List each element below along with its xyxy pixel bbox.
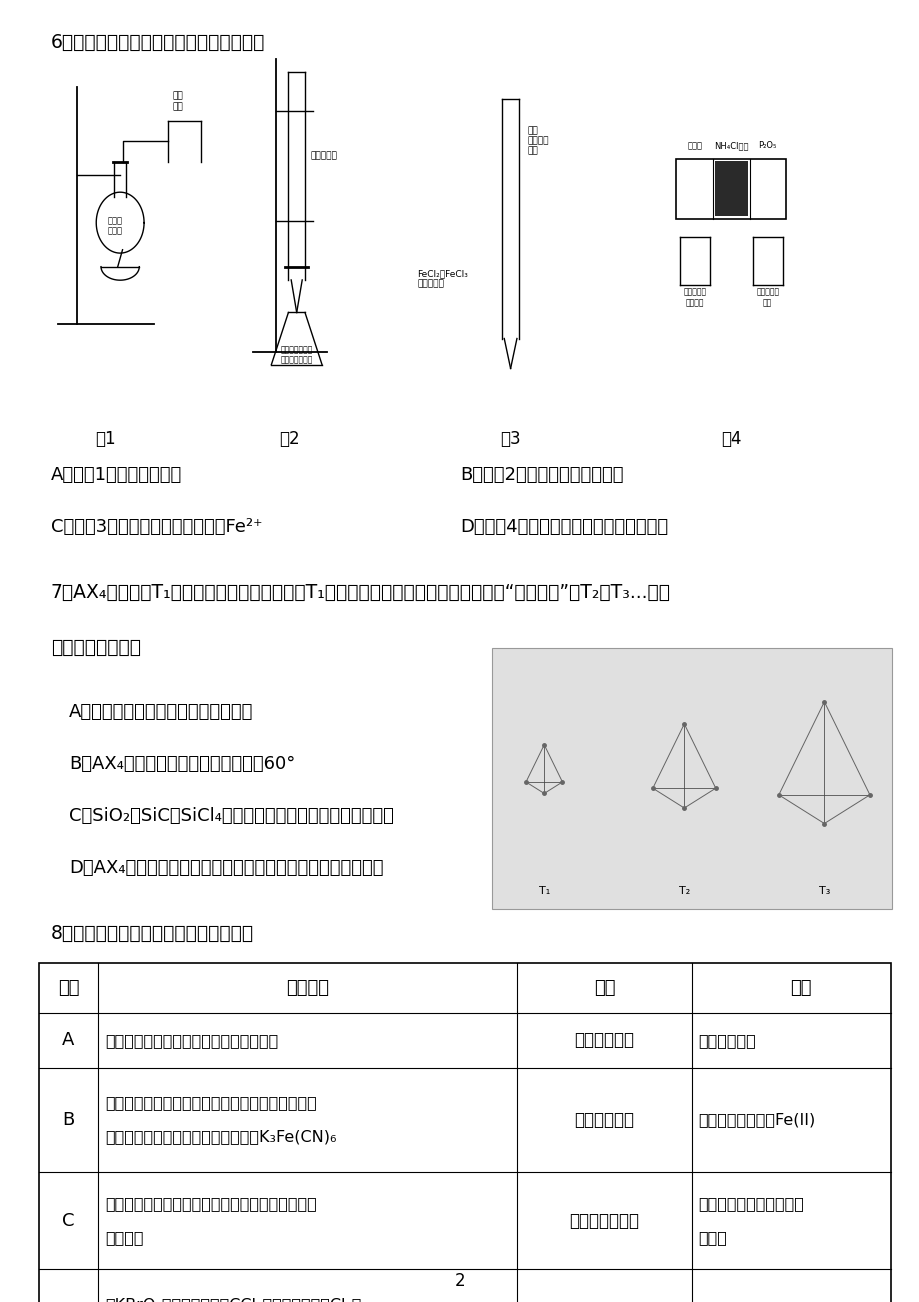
Text: B．用图2装置，测定氨水的浓度: B．用图2装置，测定氨水的浓度 xyxy=(460,466,623,484)
Text: 选项: 选项 xyxy=(58,979,79,997)
Text: T₂: T₂ xyxy=(678,885,689,896)
Text: 7．AX₄四面体（T₁）在无机化合物中很常见。T₁按下图所示方式相连，可形成一系列“超四面体”（T₂、T₃...），: 7．AX₄四面体（T₁）在无机化合物中很常见。T₁按下图所示方式相连，可形成一系… xyxy=(51,583,670,603)
Text: 向放有湿润有色布条的集气瓶中通入氯气: 向放有湿润有色布条的集气瓶中通入氯气 xyxy=(105,1032,278,1048)
Text: C: C xyxy=(62,1212,74,1229)
Text: 6．下列实验装置或方案能达到实验目的是: 6．下列实验装置或方案能达到实验目的是 xyxy=(51,33,265,52)
Text: 2: 2 xyxy=(454,1272,465,1290)
Text: B: B xyxy=(62,1111,74,1129)
Text: 或罰基: 或罰基 xyxy=(698,1230,726,1245)
Text: 湿润的酚酞
试纸: 湿润的酚酞 试纸 xyxy=(755,288,778,307)
Text: 盐酸标准液: 盐酸标准液 xyxy=(311,152,337,160)
Text: 图3: 图3 xyxy=(500,430,520,448)
Text: 于试管中，加入足量稀硫酸，再滴入K₃Fe(CN)₆: 于试管中，加入足量稀硫酸，再滴入K₃Fe(CN)₆ xyxy=(105,1129,335,1144)
Text: 现象: 现象 xyxy=(593,979,615,997)
Text: 图4: 图4 xyxy=(720,430,741,448)
Text: T₃: T₃ xyxy=(818,885,829,896)
Bar xyxy=(714,161,747,216)
Text: 有色布条褪色: 有色布条褪色 xyxy=(573,1031,634,1049)
Text: 酸性
高锰酸钾
溶液: 酸性 高锰酸钾 溶液 xyxy=(527,126,549,156)
Text: 产生蓝色沉淠: 产生蓝色沉淠 xyxy=(573,1111,634,1129)
Bar xyxy=(492,648,891,909)
Text: 氯气有漂白性: 氯气有漂白性 xyxy=(698,1032,755,1048)
Text: C．用图3装置，证明混合溶液中有Fe²⁺: C．用图3装置，证明混合溶液中有Fe²⁺ xyxy=(51,518,262,536)
Text: 乙醇和
浓硫酸: 乙醇和 浓硫酸 xyxy=(108,216,123,236)
Text: 图1: 图1 xyxy=(96,430,116,448)
Text: NH₄Cl固体: NH₄Cl固体 xyxy=(713,141,748,150)
Text: 铜丝恢复亮红色: 铜丝恢复亮红色 xyxy=(569,1212,639,1229)
Text: A．用图1装置，制取乙烯: A．用图1装置，制取乙烯 xyxy=(51,466,182,484)
Text: 下列说法正确的是: 下列说法正确的是 xyxy=(51,638,141,658)
Text: D．AX₄四面体形成的无限三维结构对应的晶体可能为共价晶体: D．AX₄四面体形成的无限三维结构对应的晶体可能为共价晶体 xyxy=(69,859,383,878)
Text: 未知浓度的氨水
（滴有甲基橙）: 未知浓度的氨水 （滴有甲基橙） xyxy=(280,345,312,365)
Text: C．SiO₂、SiC、SiCl₄等硬的化合物均可形成超四面体系列: C．SiO₂、SiC、SiCl₄等硬的化合物均可形成超四面体系列 xyxy=(69,807,393,825)
Text: D．用图4装置，检验氯化铵受热分解产物: D．用图4装置，检验氯化铵受热分解产物 xyxy=(460,518,667,536)
Text: 说明鐵被硫氧化至Fe(II): 说明鐵被硫氧化至Fe(II) xyxy=(698,1112,814,1128)
Text: 湿润的蓝色
石蕊试纸: 湿润的蓝色 石蕊试纸 xyxy=(683,288,706,307)
Text: 解释: 解释 xyxy=(789,979,811,997)
Text: 8．对下列各组实验所作的解释正确的是: 8．对下列各组实验所作的解释正确的是 xyxy=(51,924,254,944)
Text: B．AX₄每个面都是正三角形，键角为60°: B．AX₄每个面都是正三角形，键角为60° xyxy=(69,755,295,773)
Bar xyxy=(39,963,890,1302)
Text: FeCl₂和FeCl₃
的混合溶液: FeCl₂和FeCl₃ 的混合溶液 xyxy=(417,270,468,288)
Text: 实验操作: 实验操作 xyxy=(286,979,329,997)
Text: 碱石灰: 碱石灰 xyxy=(686,141,702,150)
Text: 灸烧铜丝至其表面变黑，灸热，伸入盛有某有机物: 灸烧铜丝至其表面变黑，灸热，伸入盛有某有机物 xyxy=(105,1197,316,1211)
Text: P₂O₅: P₂O₅ xyxy=(757,141,776,150)
Text: 向KBrO₃溶液中加入少量CCl₄，然后通入少量Cl₂，: 向KBrO₃溶液中加入少量CCl₄，然后通入少量Cl₂， xyxy=(105,1297,361,1302)
Text: 充分加热鐵粉和硫粉的混合物，冷却后取固体少量: 充分加热鐵粉和硫粉的混合物，冷却后取固体少量 xyxy=(105,1095,316,1111)
Text: T₁: T₁ xyxy=(538,885,550,896)
Text: 的试管中: 的试管中 xyxy=(105,1230,143,1245)
Text: 气体
收集: 气体 收集 xyxy=(173,91,183,111)
Text: A．超四面体系列的各物质最简式相同: A．超四面体系列的各物质最简式相同 xyxy=(69,703,253,721)
Text: A: A xyxy=(62,1031,74,1049)
Text: 该有机物中可能有醇羟基: 该有机物中可能有醇羟基 xyxy=(698,1197,803,1211)
Text: 图2: 图2 xyxy=(279,430,300,448)
Bar xyxy=(675,159,786,219)
